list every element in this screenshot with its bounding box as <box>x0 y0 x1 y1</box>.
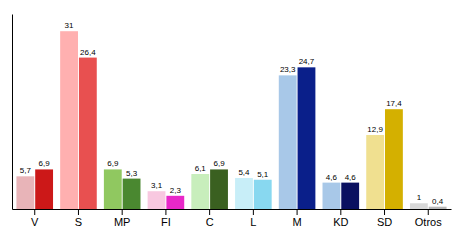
data-label: 24,7 <box>299 57 315 66</box>
bar <box>191 174 209 209</box>
bar <box>35 169 53 209</box>
x-tick-label: L <box>250 216 256 228</box>
x-tick: M <box>293 209 302 228</box>
data-label: 3,1 <box>151 181 163 190</box>
x-tick: KD <box>333 209 348 228</box>
x-tick-mark <box>384 209 385 215</box>
x-tick-label: S <box>75 216 82 228</box>
x-tick: MP <box>114 209 131 228</box>
bar <box>79 58 97 209</box>
x-tick: Otros <box>415 209 442 228</box>
x-tick-mark <box>297 209 298 215</box>
x-tick-label: C <box>206 216 214 228</box>
x-tick-label: KD <box>333 216 348 228</box>
bar <box>123 179 141 209</box>
x-tick: FI <box>161 209 171 228</box>
bar-series <box>35 58 446 209</box>
bar <box>254 180 272 209</box>
x-tick-label: SD <box>377 216 392 228</box>
data-label: 2,3 <box>170 186 182 195</box>
x-tick-mark <box>209 209 210 215</box>
x-tick: L <box>250 209 256 228</box>
data-label: 12,9 <box>367 125 383 134</box>
x-tick: SD <box>377 209 392 228</box>
chart: V S MP FI C L M KD SD Otros 5,7 31 6,9 3,1 6,1 5,4 23,3 4… <box>0 0 459 233</box>
data-label: 6,9 <box>107 159 119 168</box>
y-axis-line <box>12 15 13 210</box>
x-tick-mark <box>253 209 254 215</box>
data-label: 0,4 <box>432 197 444 206</box>
x-tick-mark <box>428 209 429 215</box>
x-tick-mark <box>165 209 166 215</box>
data-label: 31 <box>65 21 74 30</box>
data-label: 1 <box>417 193 422 202</box>
x-tick-mark <box>78 209 79 215</box>
x-tick: C <box>206 209 214 228</box>
data-label: 17,4 <box>386 99 402 108</box>
data-label: 5,1 <box>257 170 269 179</box>
bar <box>298 67 316 209</box>
data-label: 5,4 <box>238 168 250 177</box>
bar <box>16 176 34 209</box>
plot: V S MP FI C L M KD SD Otros 5,7 31 6,9 3,1 6,1 5,4 23,3 4… <box>13 15 452 228</box>
y-axis <box>12 15 13 210</box>
x-tick-mark <box>340 209 341 215</box>
data-label: 5,3 <box>126 169 138 178</box>
x-tick: V <box>31 209 39 228</box>
x-tick-label: FI <box>161 216 171 228</box>
bar <box>166 196 184 209</box>
bar <box>279 75 297 209</box>
data-labels: 5,7 31 6,9 3,1 6,1 5,4 23,3 4,6 12,9 1 6,9 26,4 5,3 2… <box>20 21 444 206</box>
data-label: 26,4 <box>80 48 96 57</box>
x-tick-label: V <box>31 216 39 228</box>
x-tick-label: Otros <box>415 216 442 228</box>
data-label: 5,7 <box>20 166 32 175</box>
data-label: 6,9 <box>39 159 51 168</box>
bar <box>323 183 341 209</box>
data-label: 4,6 <box>326 173 338 182</box>
x-tick: S <box>75 209 82 228</box>
x-tick-label: M <box>293 216 302 228</box>
bar <box>148 191 166 209</box>
bar <box>104 169 122 209</box>
bar <box>385 109 403 209</box>
x-axis: V S MP FI C L M KD SD Otros <box>13 209 452 228</box>
x-tick-mark <box>122 209 123 215</box>
bar <box>341 183 359 209</box>
bars <box>16 31 446 209</box>
bar <box>235 178 253 209</box>
bar-series <box>16 31 427 209</box>
x-tick-label: MP <box>114 216 131 228</box>
bar <box>60 31 78 209</box>
data-label: 6,1 <box>195 164 207 173</box>
bar <box>429 207 447 209</box>
data-label: 23,3 <box>280 65 296 74</box>
bar <box>410 203 428 209</box>
data-label: 6,9 <box>213 159 225 168</box>
data-label: 4,6 <box>345 173 357 182</box>
bar <box>210 169 228 209</box>
x-tick-mark <box>34 209 35 215</box>
bar <box>366 135 384 209</box>
